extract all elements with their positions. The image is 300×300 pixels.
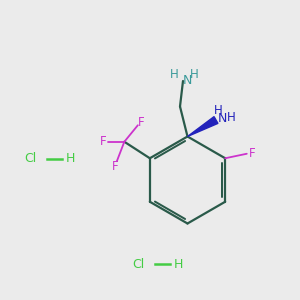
Text: F: F [249,147,256,160]
Text: H: H [190,68,199,81]
Polygon shape [188,117,218,136]
Text: H: H [214,104,223,118]
Text: F: F [112,160,119,173]
Text: N: N [183,74,192,88]
Text: Cl: Cl [24,152,36,166]
Text: F: F [100,135,106,148]
Text: F: F [138,116,145,129]
Text: Cl: Cl [132,257,144,271]
Text: H: H [174,257,183,271]
Text: H: H [170,68,179,81]
Text: N: N [217,112,227,125]
Text: H: H [226,111,236,124]
Text: H: H [66,152,75,166]
